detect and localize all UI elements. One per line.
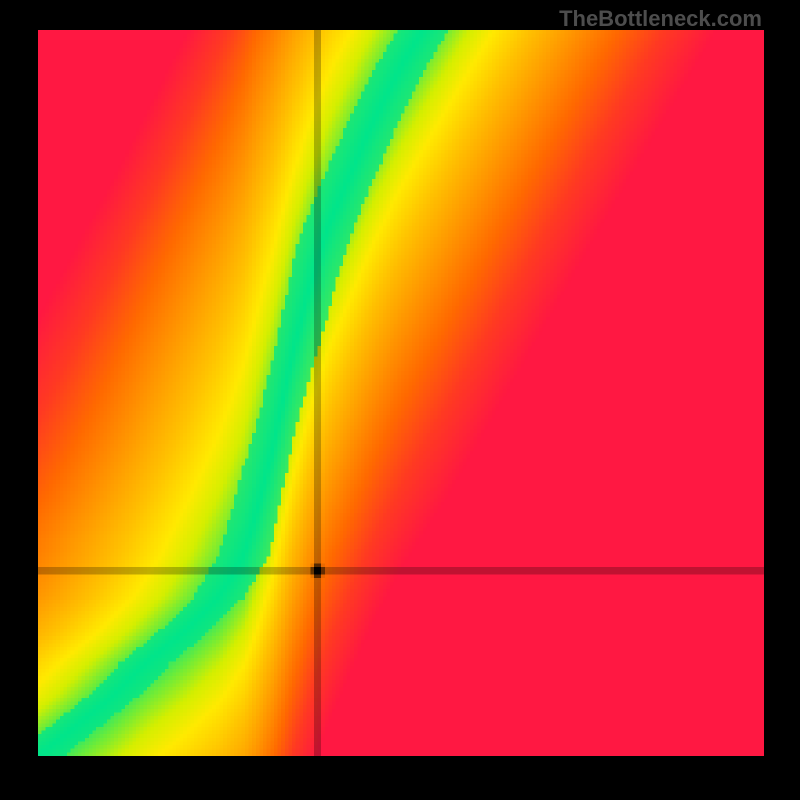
watermark-text: TheBottleneck.com [559, 6, 762, 32]
chart-container: TheBottleneck.com [0, 0, 800, 800]
bottleneck-heatmap [38, 30, 764, 756]
heatmap-canvas [38, 30, 764, 756]
